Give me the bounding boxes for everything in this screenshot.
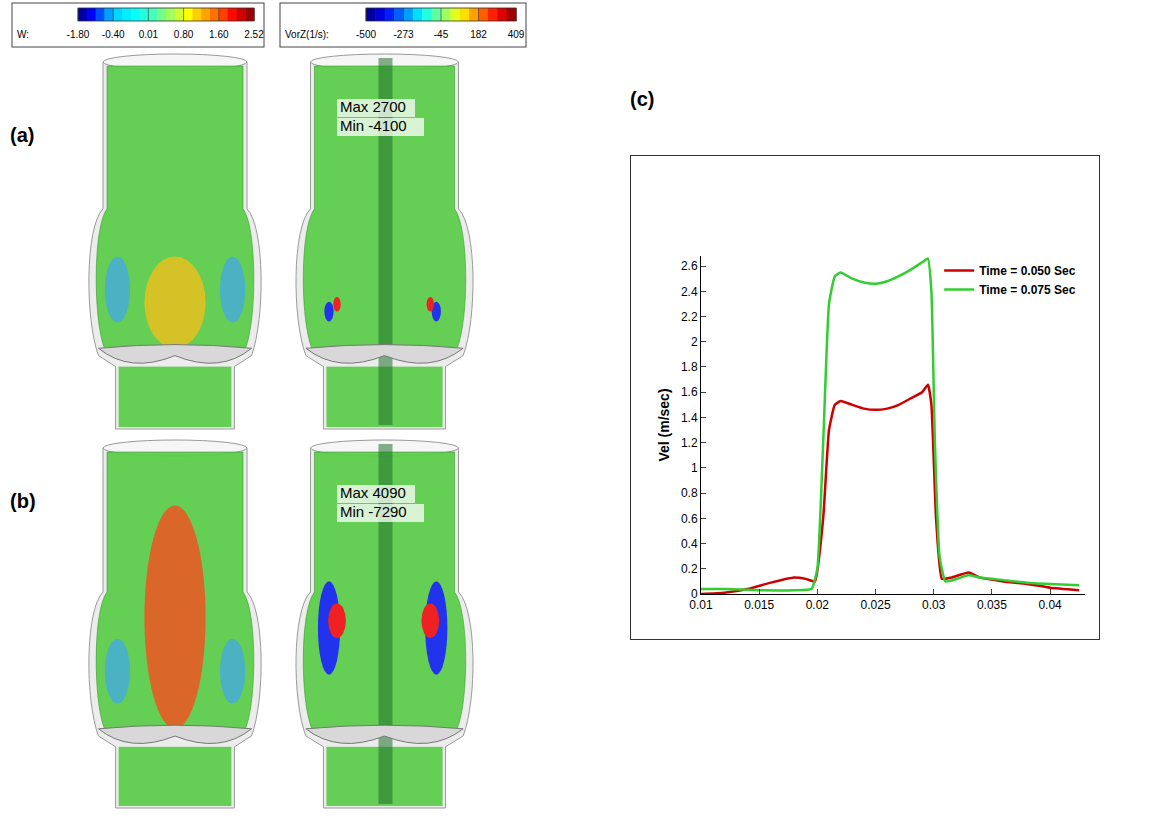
svg-text:1.60: 1.60 xyxy=(209,29,229,40)
html-text:(c): (c) xyxy=(630,88,655,110)
svg-text:0.80: 0.80 xyxy=(174,29,194,40)
svg-text:0.015: 0.015 xyxy=(744,598,774,612)
svg-text:2.2: 2.2 xyxy=(681,310,698,324)
svg-text:VorZ(1/s):: VorZ(1/s): xyxy=(285,29,329,40)
svg-text:0.01: 0.01 xyxy=(139,29,159,40)
svg-text:1.2: 1.2 xyxy=(681,436,698,450)
svg-text:Time = 0.050 Sec: Time = 0.050 Sec xyxy=(979,264,1076,278)
svg-text:0.4: 0.4 xyxy=(681,537,698,551)
svg-text:0.035: 0.035 xyxy=(977,598,1007,612)
svg-text:-45: -45 xyxy=(434,29,449,40)
svg-text:0.2: 0.2 xyxy=(681,562,698,576)
svg-text:0.03: 0.03 xyxy=(922,598,946,612)
svg-text:2.52: 2.52 xyxy=(244,29,264,40)
svg-text:0.04: 0.04 xyxy=(1038,598,1062,612)
svg-text:W:: W: xyxy=(17,29,29,40)
svg-text:Max 4090: Max 4090 xyxy=(340,484,406,501)
svg-text:0.01: 0.01 xyxy=(689,598,713,612)
svg-text:0.02: 0.02 xyxy=(806,598,830,612)
svg-text:(a): (a) xyxy=(10,124,34,146)
svg-text:0.8: 0.8 xyxy=(681,486,698,500)
svg-text:Time = 0.075 Sec: Time = 0.075 Sec xyxy=(979,283,1076,297)
svg-text:(b): (b) xyxy=(10,490,36,512)
svg-text:Min -4100: Min -4100 xyxy=(340,117,407,134)
svg-text:-0.40: -0.40 xyxy=(102,29,125,40)
svg-text:2.4: 2.4 xyxy=(681,285,698,299)
svg-text:Min -7290: Min -7290 xyxy=(340,503,407,520)
svg-text:0.6: 0.6 xyxy=(681,512,698,526)
svg-text:2: 2 xyxy=(691,335,698,349)
svg-text:1.6: 1.6 xyxy=(681,385,698,399)
svg-text:2.6: 2.6 xyxy=(681,259,698,273)
svg-text:Max 2700: Max 2700 xyxy=(340,98,406,115)
svg-text:182: 182 xyxy=(470,29,487,40)
svg-text:-1.80: -1.80 xyxy=(67,29,90,40)
svg-text:1.4: 1.4 xyxy=(681,411,698,425)
svg-text:-500: -500 xyxy=(356,29,376,40)
svg-text:1: 1 xyxy=(691,461,698,475)
svg-text:Vel (m/sec): Vel (m/sec) xyxy=(656,388,672,461)
svg-text:1.8: 1.8 xyxy=(681,360,698,374)
svg-text:0.025: 0.025 xyxy=(861,598,891,612)
svg-text:0: 0 xyxy=(691,587,698,601)
svg-text:-273: -273 xyxy=(393,29,413,40)
svg-text:409: 409 xyxy=(508,29,525,40)
